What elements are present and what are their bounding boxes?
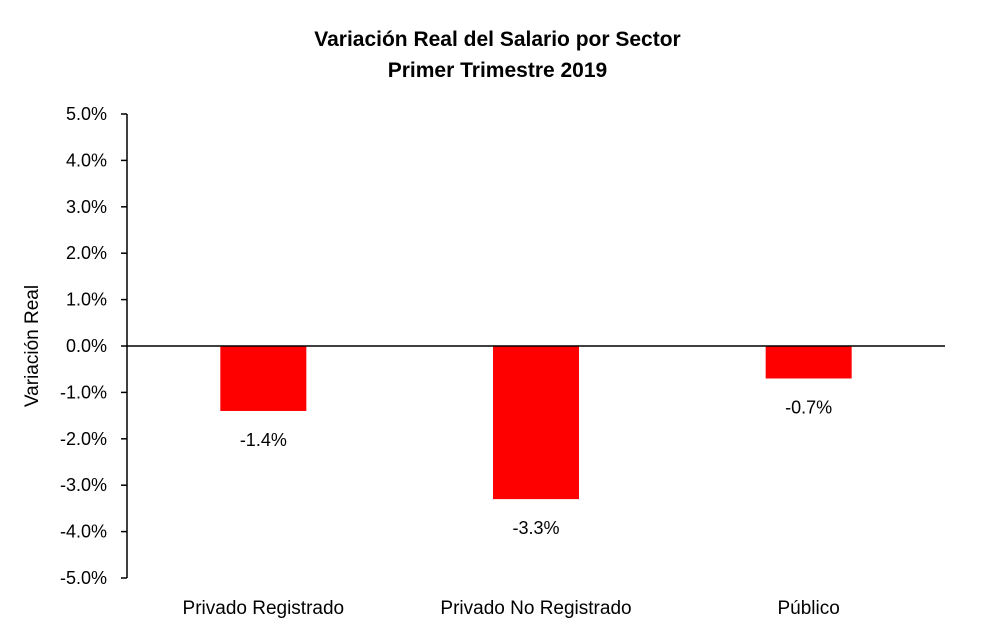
data-labels: -1.4% -3.3% -0.7% [240, 397, 832, 538]
y-tick-label: -3.0% [60, 475, 107, 495]
bar-3 [765, 346, 852, 379]
bar-2 [493, 346, 579, 500]
y-tick-label: 1.0% [66, 290, 107, 310]
chart-subtitle: Primer Trimestre 2019 [387, 59, 608, 82]
y-tick-label: 2.0% [66, 243, 107, 263]
y-axis-ticks: 5.0% 4.0% 3.0% 2.0% 1.0% 0.0% -1.0% -2.0% -3.0% -… [60, 104, 127, 588]
x-category-label: Privado No Registrado [440, 598, 631, 619]
x-category-label: Público [778, 598, 840, 619]
y-tick-label: -4.0% [60, 522, 107, 542]
y-tick-label: 0.0% [66, 336, 107, 356]
x-axis-categories: Privado Registrado Privado No Registrado P… [183, 598, 840, 619]
data-label: -0.7% [785, 397, 832, 417]
y-axis-label: Variación Real [22, 285, 43, 407]
bars [220, 346, 852, 500]
x-category-label: Privado Registrado [183, 598, 345, 619]
y-tick-label: -5.0% [60, 568, 107, 588]
data-label: -3.3% [512, 518, 559, 538]
y-tick-label: -2.0% [60, 429, 107, 449]
y-tick-label: 3.0% [66, 197, 107, 217]
y-tick-label: -1.0% [60, 382, 107, 402]
data-label: -1.4% [240, 430, 287, 450]
y-tick-label: 4.0% [66, 150, 107, 170]
chart-title: Variación Real del Salario por Sector [314, 28, 681, 51]
bar-1 [220, 346, 307, 411]
y-tick-label: 5.0% [66, 104, 107, 124]
